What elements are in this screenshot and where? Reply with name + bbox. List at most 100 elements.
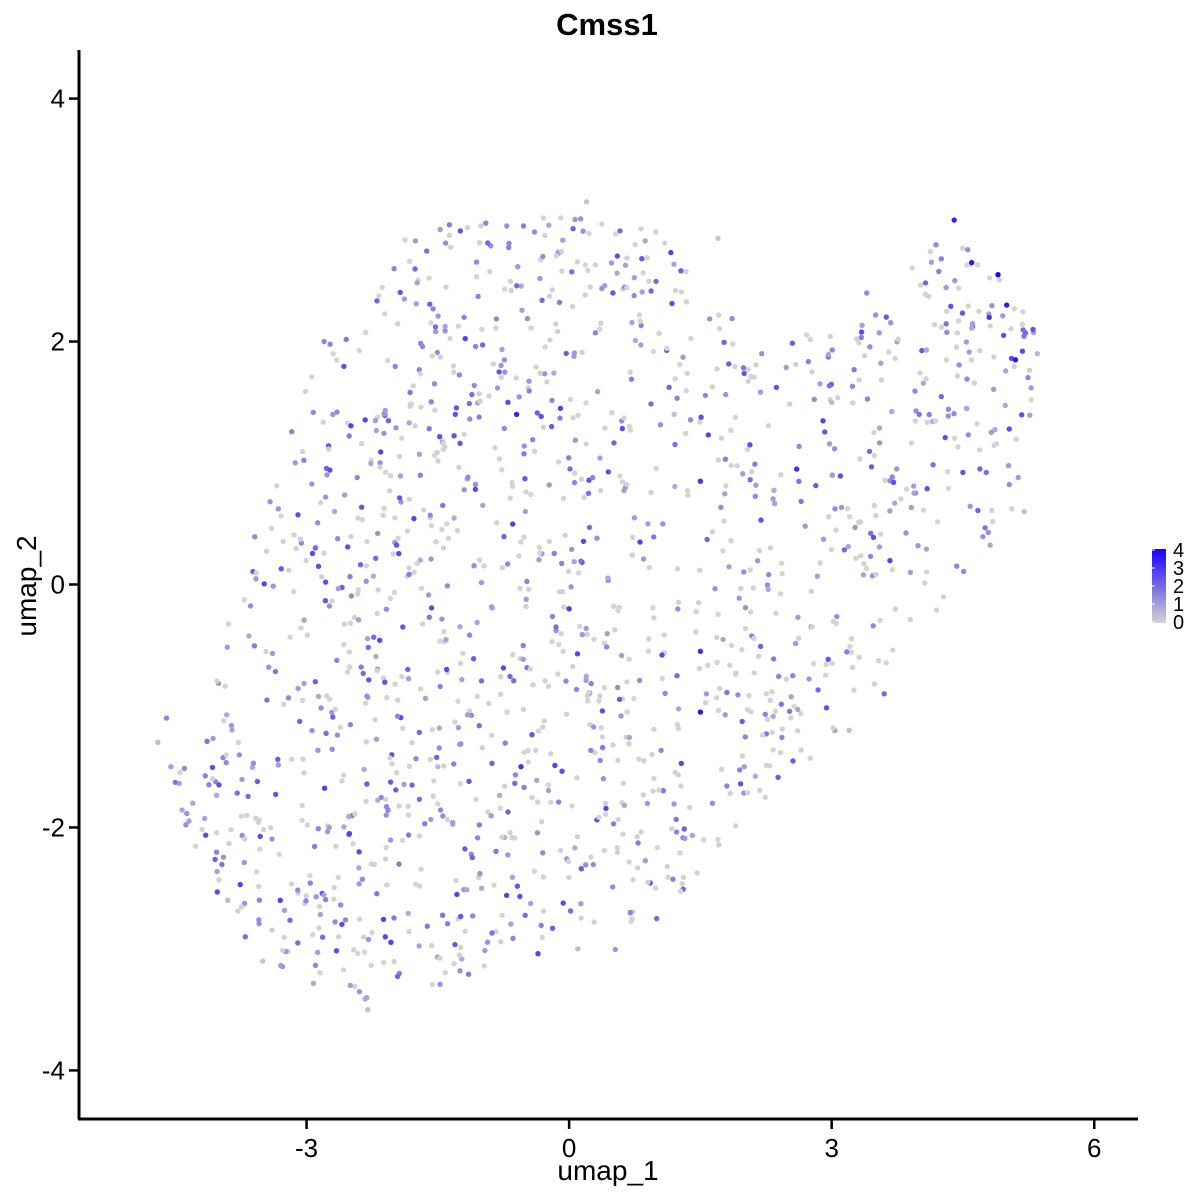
cell-point	[501, 357, 508, 363]
cell-point	[677, 361, 683, 368]
cell-point	[383, 803, 390, 810]
cell-point	[435, 669, 441, 675]
cell-point	[313, 894, 319, 900]
cell-point	[334, 409, 340, 415]
cell-point	[281, 934, 288, 941]
cell-point	[1015, 474, 1021, 481]
cell-point	[264, 697, 270, 703]
cell-point	[412, 423, 418, 429]
cell-point	[923, 546, 930, 552]
cell-point	[364, 538, 370, 545]
cell-point	[520, 223, 527, 229]
cell-point	[871, 502, 877, 509]
cell-point	[394, 321, 401, 327]
cell-point	[309, 550, 316, 557]
cell-point	[964, 376, 970, 382]
cell-point	[736, 595, 742, 601]
cell-point	[714, 366, 720, 372]
cell-point	[390, 551, 396, 557]
cell-point	[925, 293, 932, 300]
cell-point	[674, 566, 681, 572]
cell-point	[518, 764, 524, 770]
cell-point	[598, 320, 604, 326]
cell-point	[476, 391, 482, 397]
cell-point	[357, 562, 364, 568]
cell-point	[713, 695, 720, 701]
cell-point	[908, 440, 914, 446]
cell-point	[695, 600, 702, 606]
cell-point	[588, 680, 594, 687]
cell-point	[635, 840, 641, 846]
cell-point	[310, 980, 317, 986]
cell-point	[414, 280, 420, 286]
cell-point	[269, 836, 275, 842]
cell-point	[945, 413, 951, 419]
cell-point	[943, 357, 950, 363]
cell-point	[738, 585, 744, 592]
cell-point	[580, 538, 587, 544]
cell-point	[636, 312, 643, 318]
cell-point	[621, 802, 628, 809]
cell-point	[333, 948, 340, 954]
cell-point	[540, 215, 546, 221]
cell-point	[244, 812, 250, 819]
cell-point	[299, 817, 305, 824]
cell-point	[588, 854, 594, 860]
cell-point	[356, 989, 363, 995]
cell-point	[671, 801, 677, 807]
cell-point	[651, 726, 657, 733]
cell-point	[570, 415, 576, 421]
cell-point	[384, 694, 390, 701]
cell-point	[237, 881, 243, 888]
cell-point	[478, 678, 485, 684]
cell-point	[807, 336, 813, 343]
cell-point	[779, 726, 786, 732]
cell-point	[418, 404, 424, 410]
cell-point	[572, 845, 578, 851]
cell-point	[404, 528, 410, 534]
cell-point	[346, 649, 352, 655]
cell-point	[747, 567, 753, 573]
cell-point	[582, 262, 588, 268]
cell-point	[807, 755, 813, 761]
cell-point	[503, 892, 510, 899]
cell-point	[323, 730, 329, 736]
cell-point	[429, 942, 435, 949]
cell-point	[613, 231, 619, 237]
cell-point	[907, 616, 913, 623]
cell-point	[382, 679, 388, 685]
cell-point	[830, 618, 836, 625]
cell-point	[364, 693, 370, 699]
cell-point	[718, 766, 725, 772]
cell-point	[817, 560, 823, 566]
cell-point	[585, 490, 592, 496]
cell-point	[455, 323, 462, 329]
cell-point	[709, 800, 716, 806]
cell-point	[437, 226, 443, 233]
cell-point	[235, 908, 241, 914]
cell-point	[615, 757, 621, 763]
cell-point	[619, 425, 625, 432]
cell-point	[919, 347, 925, 354]
cell-point	[199, 826, 205, 833]
cell-point	[556, 459, 562, 465]
cell-point	[722, 491, 728, 497]
cell-point	[857, 519, 864, 525]
cell-point	[348, 533, 354, 540]
cell-point	[600, 776, 607, 782]
cell-point	[820, 536, 827, 542]
cell-point	[954, 563, 960, 569]
cell-point	[360, 670, 366, 677]
cell-point	[858, 334, 864, 341]
cell-point	[770, 496, 776, 502]
cell-point	[491, 882, 497, 888]
cell-point	[505, 852, 511, 858]
cell-point	[920, 380, 927, 386]
cell-point	[359, 876, 366, 882]
cell-point	[442, 969, 448, 976]
cell-point	[341, 492, 348, 498]
cell-point	[489, 605, 495, 611]
cell-point	[853, 336, 860, 342]
cell-point	[923, 376, 929, 382]
cell-point	[512, 780, 518, 786]
